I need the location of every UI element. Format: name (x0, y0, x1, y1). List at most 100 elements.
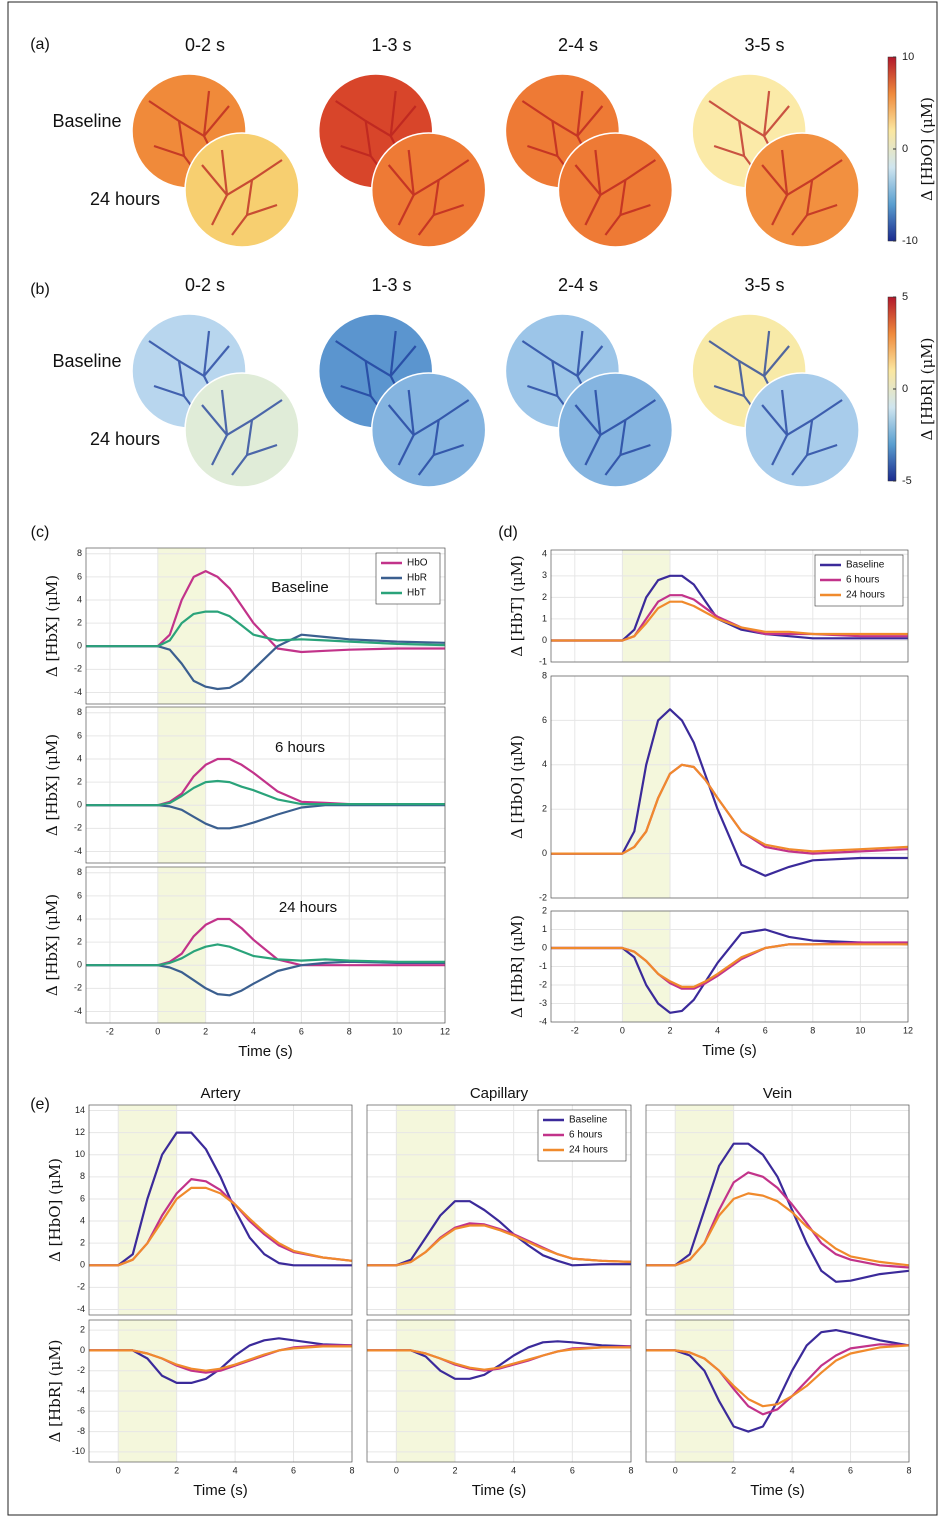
map-circle (745, 133, 859, 247)
colorbar-label: Δ [HbR] (μM) (918, 338, 936, 441)
x-tick-label: 8 (349, 1465, 354, 1475)
y-tick-label: -4 (77, 1385, 85, 1395)
panel-label: (d) (498, 524, 518, 541)
legend-label: 6 hours (846, 575, 879, 586)
y-tick-label: -4 (77, 1304, 85, 1314)
y-axis-label: Δ [HbX] (μM) (43, 575, 61, 677)
y-tick-label: 1 (542, 613, 547, 623)
colorbar-label: Δ [HbO] (μM) (918, 97, 936, 201)
y-tick-label: 10 (75, 1149, 85, 1159)
x-tick-label: 2 (452, 1465, 457, 1475)
y-tick-label: 2 (77, 776, 82, 786)
x-tick-label: 6 (570, 1465, 575, 1475)
plot-area (551, 676, 908, 898)
x-tick-label: 2 (667, 1025, 672, 1035)
y-tick-label: 4 (77, 913, 82, 923)
y-axis-label: Δ [HbX] (μM) (43, 734, 61, 836)
y-tick-label: 4 (542, 759, 547, 769)
y-axis-label: Δ [HbO] (μM) (508, 735, 526, 839)
map-circle (558, 373, 672, 487)
chart-title: Vein (763, 1085, 792, 1102)
colorbar-tick-label: 10 (902, 51, 914, 63)
y-tick-label: 12 (75, 1127, 85, 1137)
y-tick-label: -4 (74, 846, 82, 856)
y-tick-label: 8 (542, 670, 547, 680)
y-tick-label: -2 (74, 983, 82, 993)
y-tick-label: 2 (77, 617, 82, 627)
x-tick-label: 12 (903, 1025, 913, 1035)
map-circle (558, 133, 672, 247)
x-tick-label: 10 (392, 1026, 402, 1036)
y-tick-label: 0 (80, 1345, 85, 1355)
panel-label: (b) (30, 281, 50, 298)
y-tick-label: 8 (77, 548, 82, 558)
x-tick-label: 4 (233, 1465, 238, 1475)
y-tick-label: 2 (77, 936, 82, 946)
y-tick-label: 6 (80, 1193, 85, 1203)
x-tick-label: 4 (511, 1465, 516, 1475)
y-tick-label: -2 (74, 823, 82, 833)
x-tick-label: 4 (251, 1026, 256, 1036)
row-label: Baseline (52, 111, 121, 131)
legend-label: HbR (407, 573, 427, 584)
x-tick-label: 6 (848, 1465, 853, 1475)
plot-area (86, 867, 445, 1023)
y-tick-label: 6 (77, 730, 82, 740)
y-tick-label: 8 (77, 707, 82, 717)
x-tick-label: 6 (299, 1026, 304, 1036)
y-tick-label: -2 (539, 892, 547, 902)
column-title: 3-5 s (744, 275, 784, 295)
legend-label: Baseline (846, 560, 885, 571)
row-label: 24 hours (90, 189, 160, 209)
y-tick-label: 4 (542, 549, 547, 559)
colorbar-tick-label: 0 (902, 383, 908, 395)
y-tick-label: 6 (77, 890, 82, 900)
column-title: 0-2 s (185, 35, 225, 55)
x-tick-label: 10 (855, 1025, 865, 1035)
x-tick-label: 12 (440, 1026, 450, 1036)
chart-title: Capillary (470, 1085, 529, 1102)
y-tick-label: 4 (77, 753, 82, 763)
y-tick-label: -1 (539, 656, 547, 666)
colorbar-tick-label: 0 (902, 143, 908, 155)
panel-label: (e) (30, 1096, 50, 1113)
colorbar-tick-label: -10 (902, 235, 918, 247)
column-title: 2-4 s (558, 275, 598, 295)
legend-label: 6 hours (569, 1130, 602, 1141)
y-tick-label: 14 (75, 1105, 85, 1115)
map-circle (372, 133, 486, 247)
x-tick-label: 6 (763, 1025, 768, 1035)
y-tick-label: -4 (74, 687, 82, 697)
y-tick-label: 6 (542, 715, 547, 725)
panel-label: (a) (30, 36, 50, 53)
x-tick-label: 0 (155, 1026, 160, 1036)
column-title: 3-5 s (744, 35, 784, 55)
x-tick-label: 2 (174, 1465, 179, 1475)
y-tick-label: 0 (77, 641, 82, 651)
y-tick-label: -2 (539, 979, 547, 989)
y-tick-label: 0 (542, 635, 547, 645)
y-tick-label: 4 (80, 1215, 85, 1225)
legend-label: 24 hours (846, 590, 885, 601)
x-axis-label: Time (s) (472, 1482, 526, 1499)
x-axis-label: Time (s) (702, 1042, 756, 1059)
annotation: 24 hours (279, 899, 337, 916)
x-tick-label: 8 (347, 1026, 352, 1036)
x-tick-label: 0 (394, 1465, 399, 1475)
x-tick-label: 8 (628, 1465, 633, 1475)
annotation: 6 hours (275, 739, 325, 756)
y-tick-label: 0 (542, 942, 547, 952)
x-tick-label: 0 (673, 1465, 678, 1475)
legend-label: HbO (407, 558, 428, 569)
x-tick-label: 8 (810, 1025, 815, 1035)
stimulus-shade (158, 867, 206, 1023)
map-circle (372, 373, 486, 487)
y-axis-label: Δ [HbR] (μM) (508, 915, 526, 1018)
x-axis-label: Time (s) (750, 1482, 804, 1499)
chart-title: Artery (200, 1085, 241, 1102)
x-tick-label: -2 (571, 1025, 579, 1035)
y-tick-label: -6 (77, 1406, 85, 1416)
colorbar-tick-label: -5 (902, 475, 912, 487)
y-tick-label: -1 (539, 961, 547, 971)
